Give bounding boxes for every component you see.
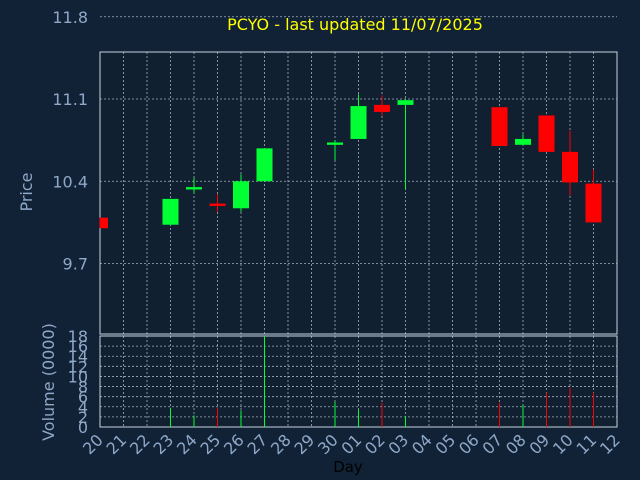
candle-body <box>350 106 367 139</box>
price-tick-label: 9.7 <box>63 255 88 274</box>
candle-25 <box>209 194 226 212</box>
candle-body <box>585 183 602 223</box>
volume-tick-label: 12 <box>68 357 88 376</box>
candle-body <box>100 217 108 229</box>
candles <box>99 94 602 229</box>
volume-tick-label: 10 <box>68 367 88 386</box>
candle-body <box>186 187 202 190</box>
candle-body <box>515 138 531 145</box>
candle-body <box>562 151 578 183</box>
candle-body <box>491 107 508 146</box>
candle-27 <box>256 148 273 182</box>
x-axis-label: Day <box>333 458 363 476</box>
volume-tick-label: 14 <box>68 347 88 366</box>
volume-tick-label: 4 <box>78 398 88 417</box>
candle-body <box>209 203 226 206</box>
volume-y-axis-label: Volume (0000) <box>39 323 58 441</box>
candle-body <box>162 198 179 225</box>
candle-01 <box>350 94 367 139</box>
candle-20 <box>99 217 108 229</box>
volume-tick-label: 8 <box>78 378 88 397</box>
candle-02 <box>374 95 390 116</box>
volume-tick-label: 6 <box>78 388 88 407</box>
price-tick-label: 11.1 <box>52 90 88 109</box>
volume-tick-label: 18 <box>68 327 88 346</box>
price-y-ticks: 9.7 10.4 11.1 11.8 <box>52 8 88 274</box>
candle-09 <box>538 115 555 152</box>
candle-03 <box>397 99 414 190</box>
chart-title: PCYO - last updated 11/07/2025 <box>227 15 483 34</box>
candle-10 <box>562 130 578 196</box>
candle-07 <box>491 107 508 146</box>
candle-23 <box>162 198 179 225</box>
candle-body <box>397 100 414 105</box>
volume-tick-label: 0 <box>78 418 88 437</box>
volume-tick-label: 2 <box>78 408 88 427</box>
x-ticks: 2021222324252627282930010203040506070809… <box>79 430 624 458</box>
price-y-axis-label: Price <box>17 172 36 211</box>
candle-24 <box>186 177 202 193</box>
price-tick-label: 11.8 <box>52 8 88 27</box>
volume-tick-label: 16 <box>68 337 88 356</box>
candle-30 <box>327 140 343 161</box>
volume-bars <box>170 336 594 427</box>
candle-body <box>256 148 273 182</box>
candle-08 <box>515 134 531 145</box>
candle-body <box>538 115 555 152</box>
candle-26 <box>233 174 249 212</box>
candle-body <box>374 104 390 112</box>
candle-body <box>327 142 343 145</box>
candle-body <box>233 181 249 209</box>
price-tick-label: 10.4 <box>52 172 88 191</box>
x-tick-label: 12 <box>596 430 624 458</box>
candle-11 <box>585 169 602 223</box>
